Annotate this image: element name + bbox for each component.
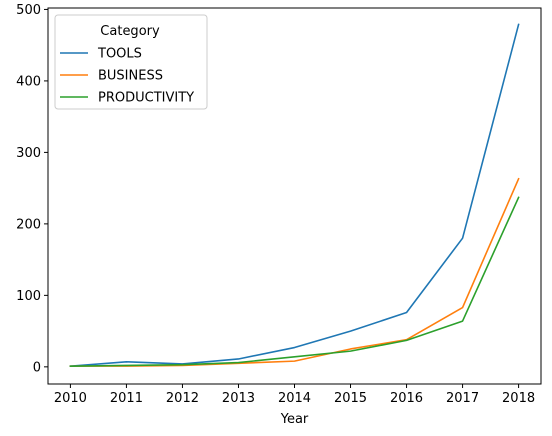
legend: Category TOOLS BUSINESS PRODUCTIVITY	[54, 14, 208, 110]
series-lines	[69, 23, 520, 367]
x-tick-label: 2017	[446, 391, 479, 406]
x-tick-label: 2013	[222, 391, 255, 406]
y-tick-label: 300	[16, 146, 41, 161]
y-tick-label: 200	[16, 217, 41, 232]
y-axis-ticks: 0 100 200 300 400 500	[16, 3, 48, 375]
x-axis-ticks: 2010 2011 2012 2013 2014 2015 2016 2017 2018	[54, 384, 535, 406]
legend-box	[54, 14, 208, 110]
y-tick-label: 100	[16, 289, 41, 304]
series-line-tools	[69, 23, 520, 367]
legend-label: TOOLS	[97, 47, 142, 62]
y-tick-label: 500	[16, 3, 41, 18]
x-tick-label: 2012	[166, 391, 199, 406]
legend-entries: TOOLS BUSINESS PRODUCTIVITY	[60, 47, 194, 106]
legend-title: Category	[100, 24, 160, 39]
x-axis-label: Year	[280, 412, 309, 427]
legend-label: PRODUCTIVITY	[98, 91, 194, 106]
x-tick-label: 2016	[390, 391, 423, 406]
x-tick-label: 2014	[278, 391, 311, 406]
legend-label: BUSINESS	[98, 69, 163, 84]
x-tick-label: 2010	[54, 391, 87, 406]
y-tick-label: 400	[16, 74, 41, 89]
x-tick-label: 2011	[110, 391, 143, 406]
y-tick-label: 0	[33, 360, 41, 375]
x-tick-label: 2018	[502, 391, 535, 406]
x-tick-label: 2015	[334, 391, 367, 406]
series-line-business	[69, 177, 520, 367]
plot-frame	[47, 7, 542, 385]
series-line-productivity	[69, 196, 520, 367]
